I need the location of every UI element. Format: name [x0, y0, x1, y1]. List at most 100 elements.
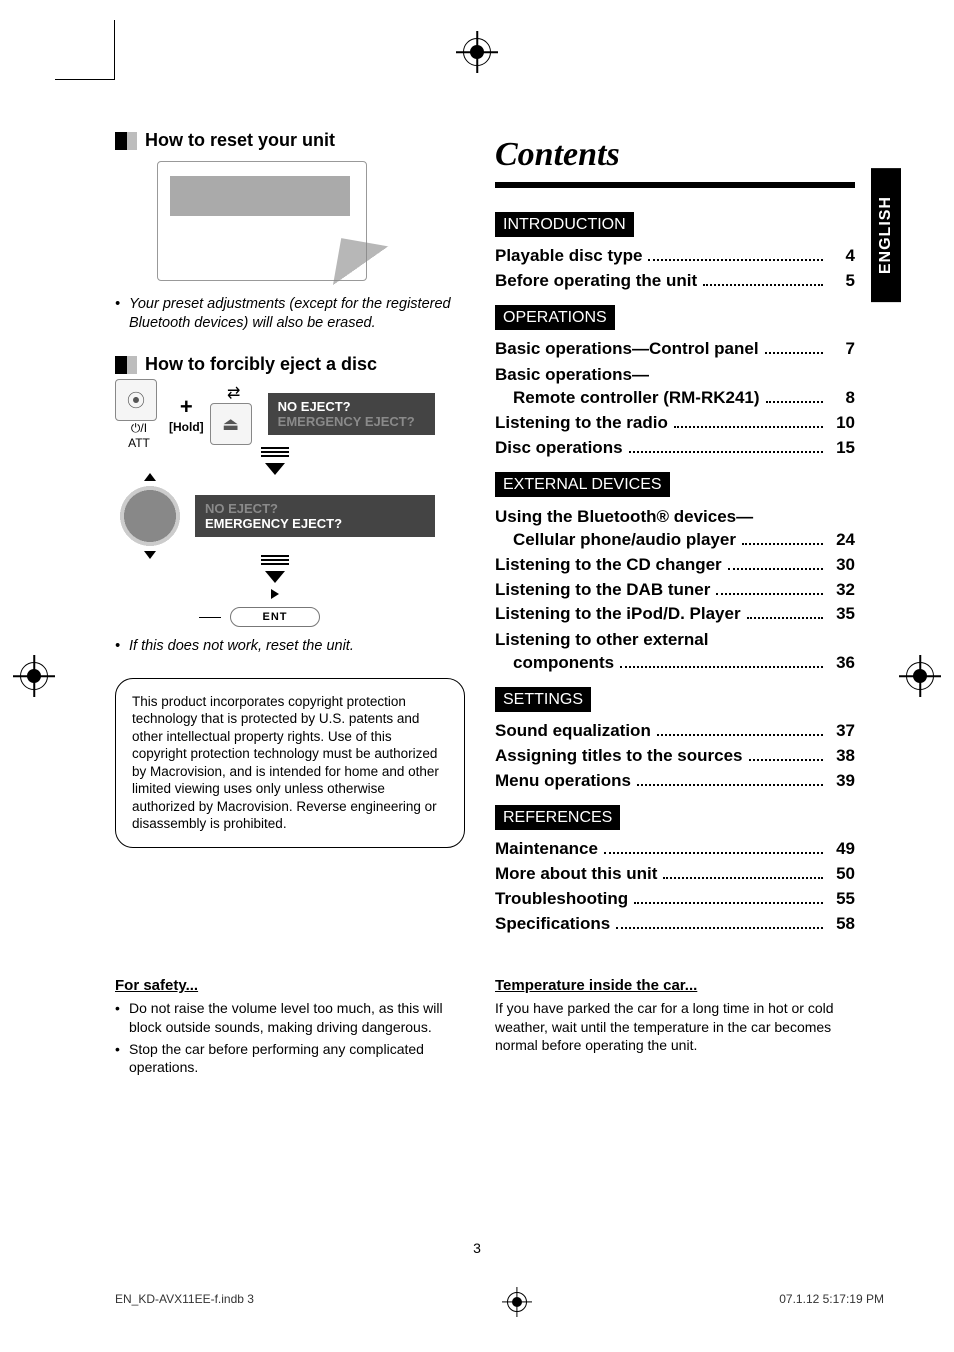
eject-msg-1: NO EJECT? EMERGENCY EJECT?	[268, 393, 435, 435]
registration-left	[20, 662, 48, 690]
toc-item-page: 10	[829, 412, 855, 435]
registration-bottom	[507, 1292, 527, 1312]
heading-eject-text: How to forcibly eject a disc	[145, 354, 377, 375]
footer-left: EN_KD-AVX11EE-f.indb 3	[115, 1292, 254, 1312]
safety-bullet-2: Stop the car before performing any compl…	[115, 1040, 465, 1076]
toc-item-page: 36	[829, 652, 855, 675]
toc-item: Sound equalization37	[495, 720, 855, 743]
toc-item: Listening to the radio 10	[495, 412, 855, 435]
crop-mark-tl	[55, 20, 115, 80]
toc-item-page: 5	[829, 270, 855, 293]
toc-item-title: Before operating the unit	[495, 270, 697, 293]
eject-note: If this does not work, reset the unit.	[115, 637, 465, 656]
toc-item: Basic operations—Control panel 7	[495, 338, 855, 361]
arrow-down-icon	[265, 463, 285, 475]
toc-item-page: 8	[829, 387, 855, 410]
toc-section-label: REFERENCES	[495, 805, 620, 830]
safety-heading: For safety...	[115, 976, 465, 996]
toc-item-title: Disc operations	[495, 437, 623, 460]
toc-item: Listening to the DAB tuner 32	[495, 579, 855, 602]
toc-item: Remote controller (RM-RK241) 8	[495, 387, 855, 410]
att-button-icon: ⦿	[115, 379, 157, 421]
toc-item-title: Listening to the radio	[495, 412, 668, 435]
toc-dots	[747, 607, 823, 620]
toc-item-page: 37	[829, 720, 855, 743]
toc-dots	[620, 656, 823, 669]
toc-dots	[637, 773, 823, 786]
toc-section-label: SETTINGS	[495, 687, 591, 712]
toc-heading: Basic operations—	[495, 365, 855, 385]
att-label: ⏻/IATT	[115, 421, 163, 450]
eject-msg-2: NO EJECT? EMERGENCY EJECT?	[195, 495, 435, 537]
toc-dots	[716, 582, 823, 595]
ent-label: ENT	[263, 611, 288, 623]
toc-dots	[742, 532, 823, 545]
toc-item: Listening to the iPod/D. Player 35	[495, 603, 855, 626]
toc-section-label: OPERATIONS	[495, 305, 615, 330]
volume-knob-icon	[115, 481, 185, 551]
toc-item-page: 35	[829, 603, 855, 626]
toc-heading: Using the Bluetooth® devices—	[495, 507, 855, 527]
temp-body: If you have parked the car for a long ti…	[495, 999, 845, 1054]
toc-item: Troubleshooting55	[495, 888, 855, 911]
toc-dots	[648, 248, 823, 261]
toc-item-page: 4	[829, 245, 855, 268]
registration-top	[463, 38, 491, 66]
toc-dots	[657, 724, 823, 737]
reset-note: Your preset adjustments (except for the …	[115, 295, 465, 332]
plus-icon: +	[169, 394, 204, 420]
toc-dots	[616, 916, 823, 929]
page-number: 3	[473, 1240, 481, 1256]
square-icon	[115, 132, 137, 150]
contents-rule	[495, 182, 855, 188]
toc-item-title: Troubleshooting	[495, 888, 628, 911]
toc-dots	[629, 440, 823, 453]
heading-eject: How to forcibly eject a disc	[115, 354, 465, 375]
toc-item: More about this unit50	[495, 863, 855, 886]
toc-dots	[604, 841, 823, 854]
toc-dots	[749, 749, 824, 762]
toc-item: Specifications58	[495, 913, 855, 936]
contents-title: Contents	[495, 136, 855, 174]
toc-item-page: 49	[829, 838, 855, 861]
toc-section-label: EXTERNAL DEVICES	[495, 472, 670, 497]
toc-item-page: 58	[829, 913, 855, 936]
toc-item-title: Basic operations—Control panel	[495, 338, 759, 361]
eject-msg-q: NO EJECT?	[278, 399, 351, 414]
toc-item-page: 50	[829, 863, 855, 886]
toc-item-title: Listening to the DAB tuner	[495, 579, 710, 602]
toc-item-title: Maintenance	[495, 838, 598, 861]
toc-item-title: Remote controller (RM-RK241)	[495, 387, 760, 410]
eject-figure: ⦿ ⏻/IATT + [Hold] ⇄ ⏏ NO EJECT? EMERGENC…	[115, 385, 435, 627]
lines-icon	[261, 447, 289, 457]
toc-dots	[703, 273, 823, 286]
toc-item: Listening to the CD changer 30	[495, 554, 855, 577]
toc-item: Playable disc type 4	[495, 245, 855, 268]
arrows-icon: ⇄	[210, 383, 258, 403]
toc-dots	[663, 866, 823, 879]
square-icon	[115, 356, 137, 374]
unit-illustration	[157, 161, 367, 281]
toc-item-page: 30	[829, 554, 855, 577]
toc-item-title: Listening to the iPod/D. Player	[495, 603, 741, 626]
toc-item-title: Listening to the CD changer	[495, 554, 722, 577]
footer: EN_KD-AVX11EE-f.indb 3 07.1.12 5:17:19 P…	[115, 1292, 884, 1312]
toc-item: Maintenance 49	[495, 838, 855, 861]
ent-button: ENT	[230, 607, 320, 627]
toc-dots	[634, 891, 823, 904]
toc-item: Disc operations15	[495, 437, 855, 460]
toc-item-title: Playable disc type	[495, 245, 642, 268]
toc-dots	[728, 557, 823, 570]
arrow-down-icon	[265, 571, 285, 583]
footer-right: 07.1.12 5:17:19 PM	[779, 1292, 884, 1312]
eject-button-icon: ⏏	[210, 403, 252, 445]
temp-heading: Temperature inside the car...	[495, 976, 845, 996]
toc-item: components36	[495, 652, 855, 675]
toc-item-page: 7	[829, 338, 855, 361]
toc-item-title: Cellular phone/audio player	[495, 529, 736, 552]
lines-icon	[261, 555, 289, 565]
toc-item-page: 32	[829, 579, 855, 602]
copyright-box: This product incorporates copyright prot…	[115, 678, 465, 848]
eject-msg2: EMERGENCY EJECT?	[205, 516, 342, 531]
heading-reset-text: How to reset your unit	[145, 130, 335, 151]
